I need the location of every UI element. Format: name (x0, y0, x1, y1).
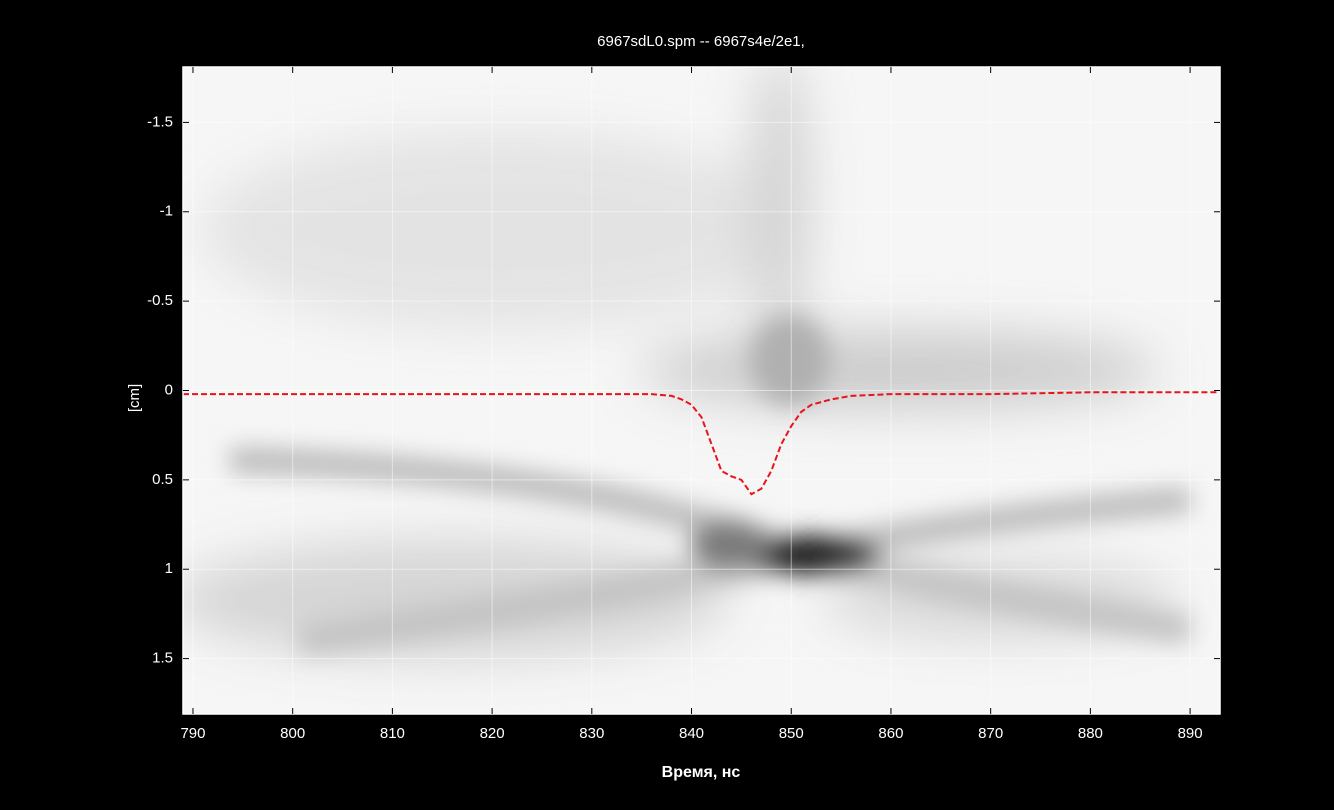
y-tick-label: -1.5 (147, 113, 173, 130)
x-tick-label: 810 (380, 725, 405, 742)
x-tick-label: 890 (1178, 725, 1203, 742)
y-axis-label: [cm] (126, 384, 143, 412)
y-tick-label: 1 (165, 560, 173, 577)
y-tick-label: -0.5 (147, 292, 173, 309)
y-tick-label: 1.5 (152, 650, 173, 667)
grid (183, 67, 1220, 714)
x-tick-label: 840 (679, 725, 704, 742)
y-tick-label: 0 (165, 381, 173, 398)
x-tick-label: 850 (779, 725, 804, 742)
x-tick-label: 830 (579, 725, 604, 742)
x-tick-label: 880 (1078, 725, 1103, 742)
x-tick-label: 860 (878, 725, 903, 742)
x-axis-label: Время, нс (662, 764, 741, 781)
x-tick-label: 870 (978, 725, 1003, 742)
y-tick-label: 0.5 (152, 471, 173, 488)
x-tick-label: 790 (180, 725, 205, 742)
y-tick-label: -1 (160, 203, 173, 220)
streak-image (183, 67, 1220, 714)
x-tick-label: 800 (280, 725, 305, 742)
x-tick-label: 820 (480, 725, 505, 742)
chart-title: 6967sdL0.spm -- 6967s4e/2e1, (597, 33, 805, 50)
